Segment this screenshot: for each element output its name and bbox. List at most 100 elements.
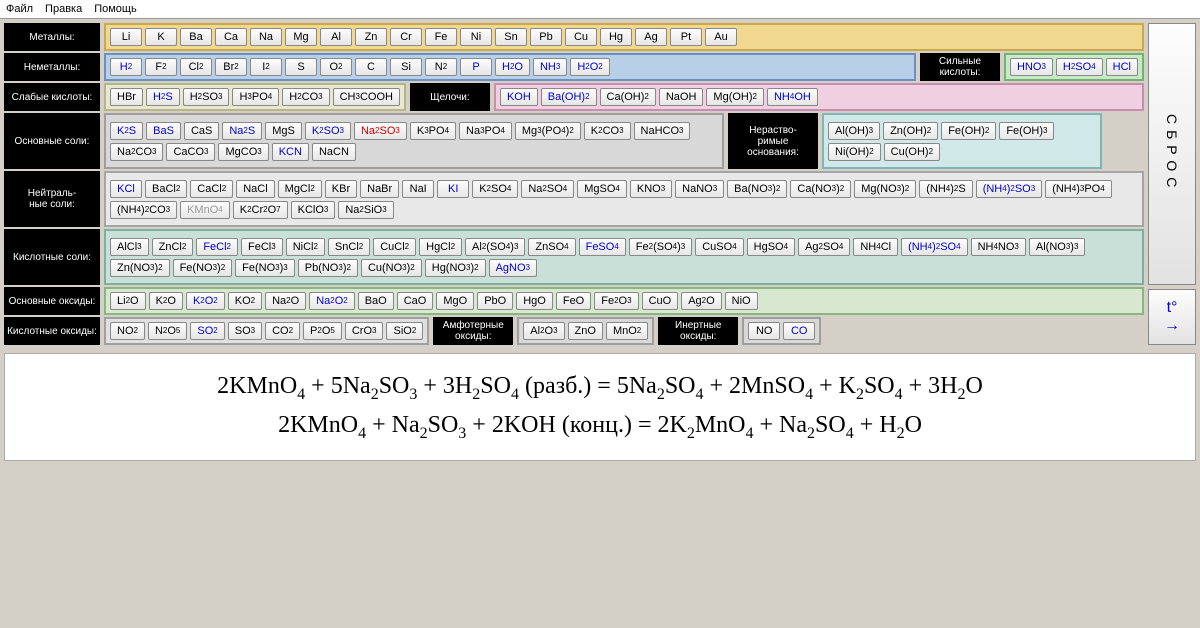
metal-chip[interactable]: Li xyxy=(110,28,142,46)
weak-acid-chip[interactable]: H2S xyxy=(146,88,180,106)
basic-oxide-chip[interactable]: PbO xyxy=(477,292,513,310)
neutral-salt-chip[interactable]: KNO3 xyxy=(630,180,672,198)
acid-salt-chip[interactable]: Al(NO3)3 xyxy=(1029,238,1086,256)
nonmetal-chip[interactable]: Br2 xyxy=(215,58,247,76)
basic-oxide-chip[interactable]: K2O xyxy=(149,292,183,310)
metal-chip[interactable]: Ag xyxy=(635,28,667,46)
base-chip[interactable]: Ca(OH)2 xyxy=(600,88,656,106)
metal-chip[interactable]: K xyxy=(145,28,177,46)
basic-salt-chip[interactable]: Na2CO3 xyxy=(110,143,163,161)
basic-salt-chip[interactable]: BaS xyxy=(146,122,181,140)
metal-chip[interactable]: Ca xyxy=(215,28,247,46)
nonmetal-chip[interactable]: H2O2 xyxy=(570,58,609,76)
neutral-salt-chip[interactable]: Ca(NO3)2 xyxy=(790,180,851,198)
neutral-salt-chip[interactable]: CaCl2 xyxy=(190,180,233,198)
basic-salt-chip[interactable]: NaHCO3 xyxy=(634,122,691,140)
insol-base-chip[interactable]: Al(OH)3 xyxy=(828,122,880,140)
inert-oxide-chip[interactable]: CO xyxy=(783,322,815,340)
basic-salt-chip[interactable]: Na3PO4 xyxy=(459,122,512,140)
basic-oxide-chip[interactable]: Li2O xyxy=(110,292,146,310)
metal-chip[interactable]: Au xyxy=(705,28,737,46)
neutral-salt-chip[interactable]: NaBr xyxy=(360,180,399,198)
basic-salt-chip[interactable]: NaCN xyxy=(312,143,356,161)
metal-chip[interactable]: Ba xyxy=(180,28,212,46)
acid-salt-chip[interactable]: Fe(NO3)2 xyxy=(173,259,233,277)
weak-acid-chip[interactable]: HBr xyxy=(110,88,143,106)
metal-chip[interactable]: Cu xyxy=(565,28,597,46)
insol-base-chip[interactable]: Zn(OH)2 xyxy=(883,122,938,140)
neutral-salt-chip[interactable]: K2SO4 xyxy=(472,180,518,198)
acid-salt-chip[interactable]: NH4Cl xyxy=(853,238,898,256)
nonmetal-chip[interactable]: NH3 xyxy=(533,58,567,76)
basic-oxide-chip[interactable]: Na2O2 xyxy=(309,292,355,310)
nonmetal-chip[interactable]: F2 xyxy=(145,58,177,76)
neutral-salt-chip[interactable]: (NH4)2S xyxy=(919,180,972,198)
neutral-salt-chip[interactable]: NaI xyxy=(402,180,434,198)
strong-acid-chip[interactable]: HCl xyxy=(1106,58,1138,76)
acid-salt-chip[interactable]: Fe(NO3)3 xyxy=(235,259,295,277)
strong-acid-chip[interactable]: H2SO4 xyxy=(1056,58,1103,76)
amph-oxide-chip[interactable]: ZnO xyxy=(568,322,603,340)
neutral-salt-chip[interactable]: KI xyxy=(437,180,469,198)
basic-salt-chip[interactable]: CaCO3 xyxy=(166,143,215,161)
neutral-salt-chip[interactable]: NaNO3 xyxy=(675,180,724,198)
neutral-salt-chip[interactable]: BaCl2 xyxy=(145,180,187,198)
basic-oxide-chip[interactable]: Na2O xyxy=(265,292,306,310)
basic-oxide-chip[interactable]: K2O2 xyxy=(186,292,225,310)
neutral-salt-chip[interactable]: Mg(NO3)2 xyxy=(854,180,916,198)
nonmetal-chip[interactable]: S xyxy=(285,58,317,76)
base-chip[interactable]: NH4OH xyxy=(767,88,818,106)
basic-salt-chip[interactable]: MgS xyxy=(265,122,302,140)
basic-salt-chip[interactable]: Na2SO3 xyxy=(354,122,407,140)
neutral-salt-chip[interactable]: (NH4)2SO3 xyxy=(976,180,1043,198)
basic-oxide-chip[interactable]: CaO xyxy=(397,292,434,310)
acid-salt-chip[interactable]: Pb(NO3)2 xyxy=(298,259,358,277)
temperature-button[interactable]: t° → xyxy=(1148,289,1196,345)
acid-salt-chip[interactable]: Zn(NO3)2 xyxy=(110,259,170,277)
neutral-salt-chip[interactable]: KClO3 xyxy=(291,201,336,219)
insol-base-chip[interactable]: Fe(OH)2 xyxy=(941,122,996,140)
acid-salt-chip[interactable]: FeCl2 xyxy=(196,238,238,256)
base-chip[interactable]: Ba(OH)2 xyxy=(541,88,597,106)
basic-salt-chip[interactable]: K3PO4 xyxy=(410,122,456,140)
acid-salt-chip[interactable]: Al2(SO4)3 xyxy=(465,238,525,256)
acid-salt-chip[interactable]: AlCl3 xyxy=(110,238,149,256)
weak-acid-chip[interactable]: H3PO4 xyxy=(232,88,279,106)
acid-salt-chip[interactable]: NiCl2 xyxy=(286,238,325,256)
basic-oxide-chip[interactable]: MgO xyxy=(436,292,474,310)
base-chip[interactable]: Mg(OH)2 xyxy=(706,88,764,106)
neutral-salt-chip[interactable]: KBr xyxy=(325,180,357,198)
acid-salt-chip[interactable]: HgCl2 xyxy=(419,238,462,256)
acid-salt-chip[interactable]: CuSO4 xyxy=(695,238,743,256)
nonmetal-chip[interactable]: Cl2 xyxy=(180,58,212,76)
nonmetal-chip[interactable]: C xyxy=(355,58,387,76)
menu-help[interactable]: Помощь xyxy=(94,3,137,15)
metal-chip[interactable]: Ni xyxy=(460,28,492,46)
base-chip[interactable]: KOH xyxy=(500,88,538,106)
metal-chip[interactable]: Cr xyxy=(390,28,422,46)
metal-chip[interactable]: Fe xyxy=(425,28,457,46)
acid-oxide-chip[interactable]: SO2 xyxy=(190,322,224,340)
acid-oxide-chip[interactable]: CrO3 xyxy=(345,322,384,340)
basic-oxide-chip[interactable]: Fe2O3 xyxy=(594,292,638,310)
insol-base-chip[interactable]: Ni(OH)2 xyxy=(828,143,881,161)
reset-button[interactable]: СБРОС xyxy=(1148,23,1196,285)
acid-salt-chip[interactable]: HgSO4 xyxy=(747,238,795,256)
menu-file[interactable]: Файл xyxy=(6,3,33,15)
neutral-salt-chip[interactable]: KMnO4 xyxy=(180,201,230,219)
base-chip[interactable]: NaOH xyxy=(659,88,704,106)
neutral-salt-chip[interactable]: (NH4)2CO3 xyxy=(110,201,177,219)
neutral-salt-chip[interactable]: Na2SO4 xyxy=(521,180,574,198)
basic-oxide-chip[interactable]: FeO xyxy=(556,292,591,310)
neutral-salt-chip[interactable]: MgCl2 xyxy=(278,180,322,198)
acid-salt-chip[interactable]: ZnCl2 xyxy=(152,238,194,256)
metal-chip[interactable]: Pt xyxy=(670,28,702,46)
basic-salt-chip[interactable]: K2SO3 xyxy=(305,122,351,140)
acid-salt-chip[interactable]: SnCl2 xyxy=(328,238,370,256)
acid-oxide-chip[interactable]: P2O5 xyxy=(303,322,342,340)
basic-salt-chip[interactable]: CaS xyxy=(184,122,219,140)
weak-acid-chip[interactable]: CH3COOH xyxy=(333,88,400,106)
amph-oxide-chip[interactable]: Al2O3 xyxy=(523,322,564,340)
basic-oxide-chip[interactable]: CuO xyxy=(642,292,679,310)
acid-oxide-chip[interactable]: NO2 xyxy=(110,322,145,340)
